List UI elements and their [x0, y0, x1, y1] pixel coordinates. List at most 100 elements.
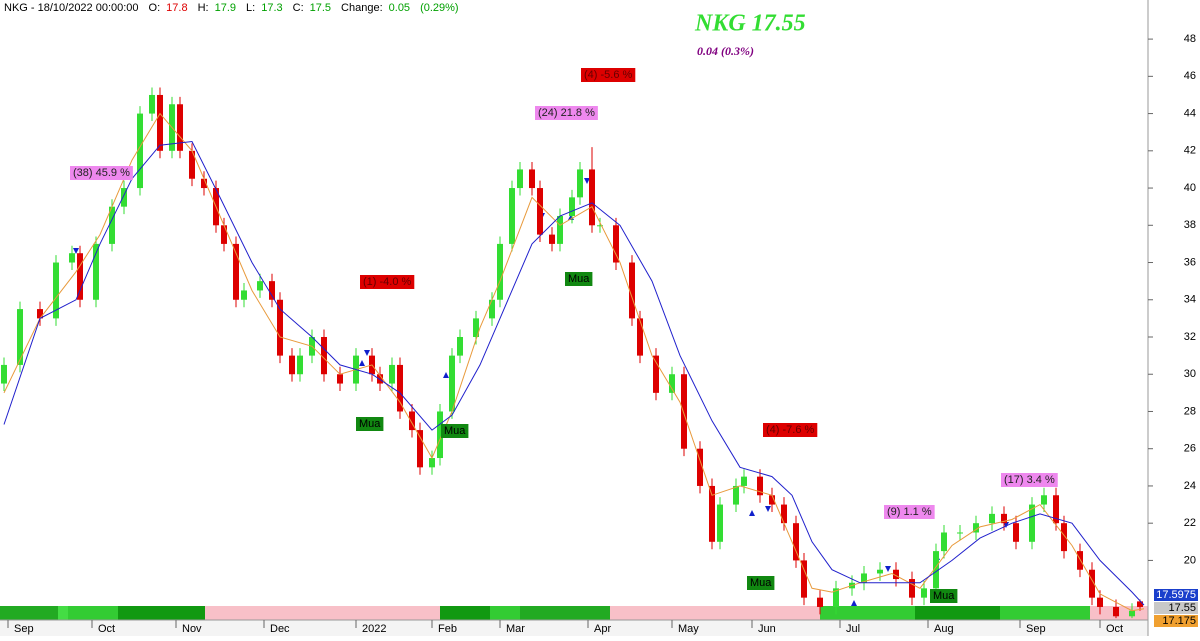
band-segment: [915, 606, 1000, 620]
annotation: Mua: [747, 576, 775, 590]
candle-body: [1013, 523, 1019, 542]
y-tick-label: 30: [1184, 368, 1196, 380]
candle-body: [1029, 504, 1035, 542]
candle-body: [613, 225, 619, 263]
candle-body: [337, 374, 343, 384]
candle-body: [769, 495, 775, 505]
annotation-text: (38) 45.9 %: [73, 167, 130, 179]
candle-body: [697, 448, 703, 486]
header-text: 17.3: [261, 2, 282, 14]
candle-body: [653, 355, 659, 393]
candle-body: [669, 374, 675, 393]
annotation-text: (1) -4.0 %: [363, 276, 412, 288]
annotation: Mua: [356, 417, 384, 431]
candle-body: [109, 206, 115, 244]
candle-body: [957, 532, 963, 534]
buy-arrow: [749, 510, 755, 516]
candle-body: [557, 215, 563, 244]
header-text: NKG - 18/10/2022 00:00:00: [4, 2, 139, 14]
candle-body: [637, 318, 643, 356]
annotation: Mua: [565, 272, 593, 286]
candle-body: [149, 94, 155, 114]
x-tick-label: Apr: [594, 623, 611, 635]
header-text: Change:: [341, 2, 383, 14]
band-segment: [68, 606, 118, 620]
candle-body: [893, 569, 899, 580]
annotation: (1) -4.0 %: [360, 275, 415, 289]
annotation-box: [1001, 473, 1058, 487]
y-tick-label: 44: [1184, 107, 1196, 119]
candle-body: [941, 532, 947, 552]
candle-body: [629, 262, 635, 319]
x-axis-area: [0, 620, 1148, 636]
candle-body: [297, 355, 303, 375]
candle-body: [449, 355, 455, 412]
candle-body: [289, 355, 295, 375]
annotation: (24) 21.8 %: [535, 106, 598, 120]
candle-body: [177, 104, 183, 151]
buy-arrow: [359, 360, 365, 366]
y-tick-label: 46: [1184, 70, 1196, 82]
candle-body: [597, 225, 603, 227]
candle-body: [321, 336, 327, 375]
sell-arrow: [584, 178, 590, 184]
x-tick-label: Nov: [182, 623, 202, 635]
band-segment: [440, 606, 490, 620]
price-tag: [1154, 615, 1198, 627]
annotation: (4) -7.6 %: [763, 423, 818, 437]
y-tick-label: 42: [1184, 145, 1196, 157]
annotation-box: [581, 68, 636, 82]
x-tick-label: Feb: [438, 623, 457, 635]
candle-body: [909, 579, 915, 598]
annotation: (9) 1.1 %: [884, 505, 935, 519]
candle-body: [921, 588, 927, 598]
price-tag: [1154, 602, 1198, 614]
annotation-box: [565, 272, 593, 286]
y-tick-label: 26: [1184, 443, 1196, 455]
annotation: (38) 45.9 %: [70, 166, 133, 180]
candle-body: [257, 281, 263, 291]
annotation-text: (9) 1.1 %: [887, 506, 932, 518]
annotation-box: [535, 106, 598, 120]
candle-body: [277, 299, 283, 356]
x-tick-label: Dec: [270, 623, 290, 635]
ticker-change: 0.04 (0.3%): [697, 44, 754, 58]
header-text: C:: [293, 2, 304, 14]
candle-body: [793, 523, 799, 561]
annotation-box: [747, 576, 775, 590]
candle-body: [221, 225, 227, 244]
sell-arrow: [765, 506, 771, 512]
candle-body: [1113, 606, 1119, 617]
sell-arrow: [73, 248, 79, 254]
annotation-text: Mua: [568, 273, 590, 285]
band-segment: [490, 606, 520, 620]
annotation-box: [356, 417, 384, 431]
sell-arrow: [364, 350, 370, 356]
candle-body: [1001, 513, 1007, 524]
x-tick-label: Oct: [98, 623, 115, 635]
candle-body: [429, 458, 435, 468]
band-segment: [205, 606, 440, 620]
signal-band: [0, 606, 1148, 620]
candle-body: [77, 253, 83, 300]
candle-body: [817, 597, 823, 607]
header-text: (0.29%): [420, 2, 459, 14]
annotation-text: (17) 3.4 %: [1004, 474, 1055, 486]
x-tick-label: Oct: [1106, 623, 1123, 635]
annotation-text: (24) 21.8 %: [538, 107, 595, 119]
candle-body: [437, 411, 443, 459]
candle-body: [509, 188, 515, 244]
annotation-text: Mua: [750, 577, 772, 589]
candle-body: [93, 243, 99, 300]
candle-body: [1077, 551, 1083, 570]
band-segment: [610, 606, 820, 620]
candle-body: [457, 336, 463, 356]
header-text: 17.5: [310, 2, 331, 14]
annotation-text: (4) -5.6 %: [584, 69, 633, 81]
candle-body: [861, 573, 867, 583]
candle-body: [189, 150, 195, 179]
x-tick-label: May: [678, 623, 699, 635]
candle-body: [1089, 569, 1095, 598]
candle-body: [989, 513, 995, 524]
